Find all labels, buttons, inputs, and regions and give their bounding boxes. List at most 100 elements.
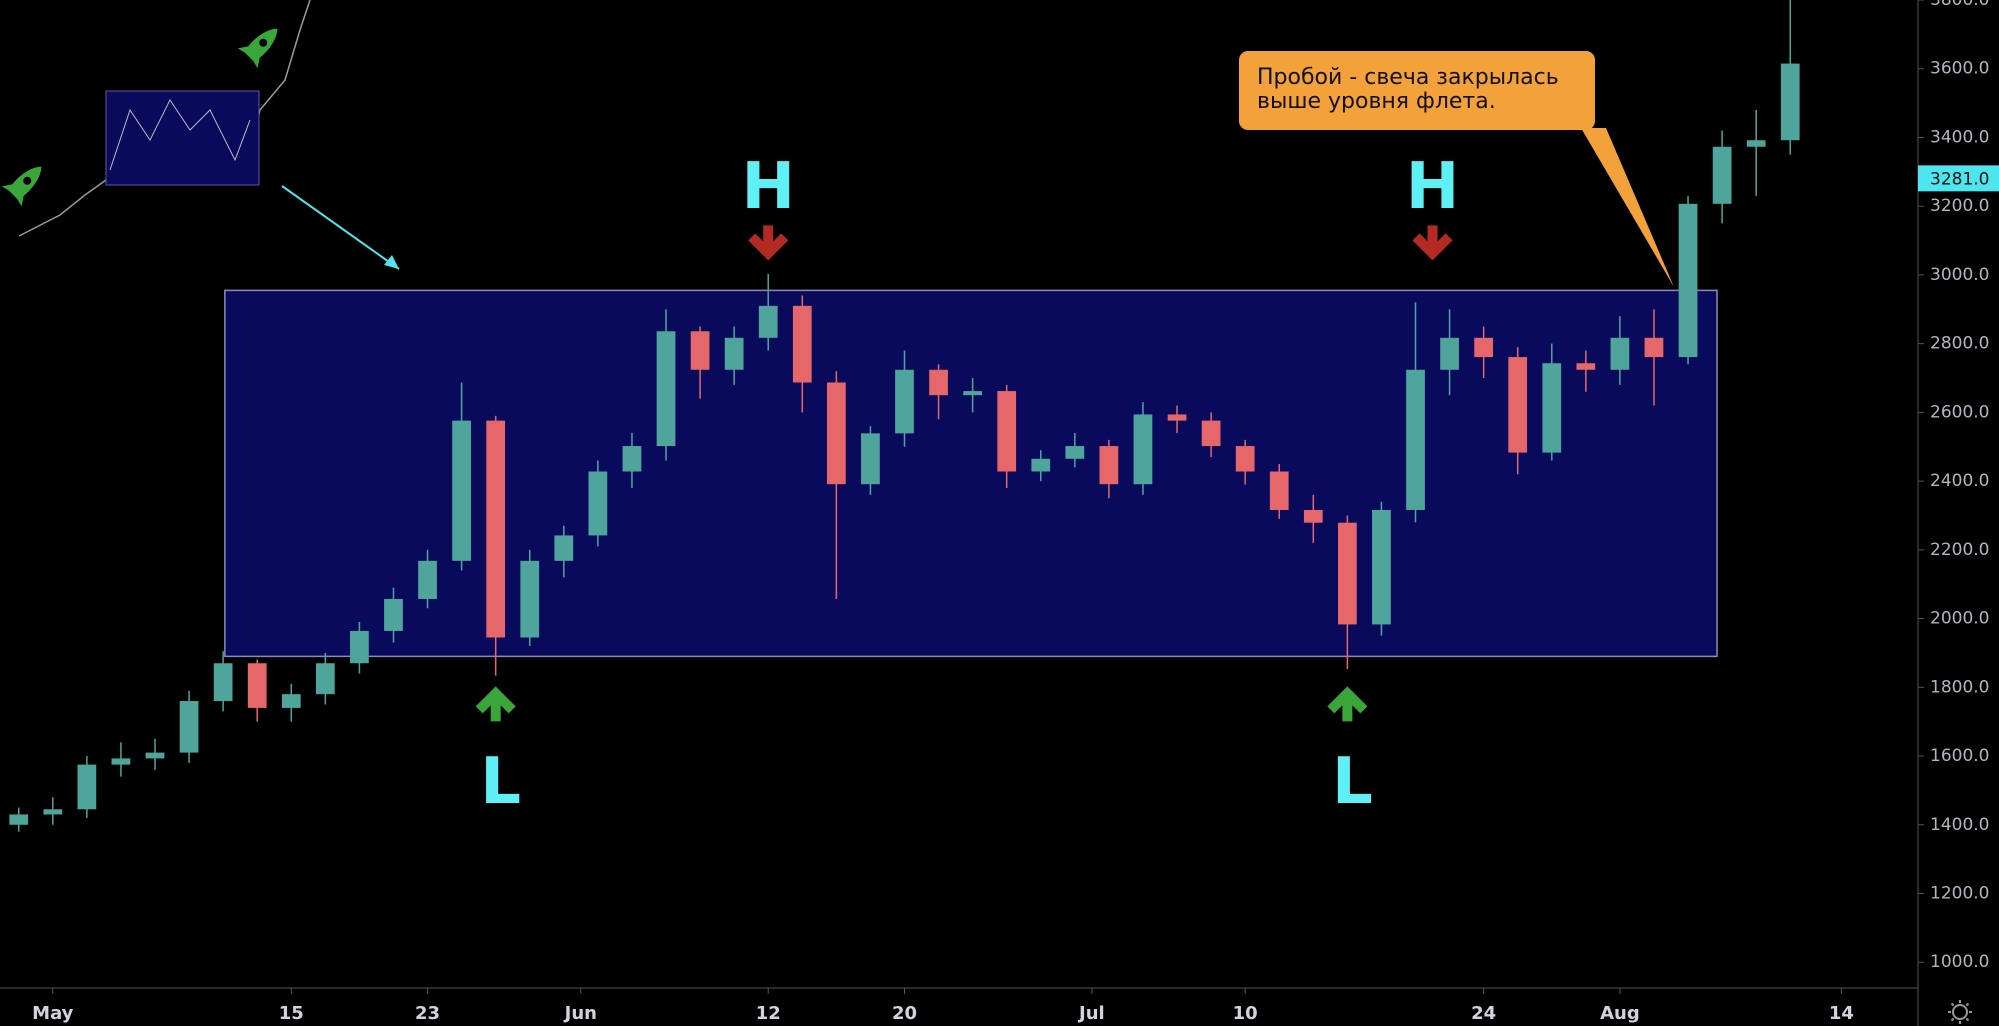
candle-body bbox=[213, 663, 233, 702]
annotation-label: L bbox=[1332, 745, 1373, 819]
callout-text: выше уровня флета. bbox=[1257, 89, 1496, 114]
candle-body bbox=[1474, 337, 1494, 358]
x-tick-label: 15 bbox=[279, 1003, 304, 1024]
candle-body bbox=[111, 758, 131, 765]
settings-icon[interactable] bbox=[1948, 1000, 1972, 1024]
y-tick-label: 3600.0 bbox=[1930, 59, 1989, 79]
y-tick-label: 1600.0 bbox=[1930, 746, 1989, 766]
y-tick-label: 2400.0 bbox=[1930, 471, 1989, 491]
candle-body bbox=[554, 535, 574, 561]
candle-body bbox=[1065, 446, 1085, 459]
callout-tail bbox=[1581, 128, 1674, 287]
rocket-icon bbox=[1, 166, 42, 207]
y-tick-label: 3000.0 bbox=[1930, 265, 1989, 285]
x-tick-label: Jun bbox=[563, 1003, 597, 1024]
inset-arrow-head bbox=[384, 255, 399, 269]
candle-body bbox=[895, 369, 914, 434]
candle-body bbox=[826, 382, 846, 485]
inset-decoration bbox=[1, 0, 400, 270]
candle-body bbox=[1440, 337, 1459, 370]
x-tick-label: Aug bbox=[1600, 1003, 1640, 1024]
inset-line bbox=[109, 99, 251, 171]
candle-body bbox=[1678, 203, 1698, 358]
y-tick-label: 1800.0 bbox=[1930, 677, 1989, 697]
candle-body bbox=[486, 420, 506, 638]
candle-body bbox=[622, 446, 642, 472]
y-tick-label: 1400.0 bbox=[1930, 815, 1989, 835]
rocket-icon bbox=[237, 28, 278, 69]
y-tick-label: 1000.0 bbox=[1930, 952, 1989, 972]
callout-box bbox=[1239, 51, 1595, 130]
candle-body bbox=[1099, 446, 1119, 485]
inset-box bbox=[105, 90, 260, 186]
x-tick-label: Jul bbox=[1077, 1003, 1105, 1024]
price-badge bbox=[1918, 165, 1999, 192]
annotation-label: L bbox=[480, 745, 521, 819]
arrow-down bbox=[748, 225, 789, 261]
candle-body bbox=[758, 305, 778, 338]
candle-body bbox=[43, 809, 63, 815]
candle-body bbox=[281, 694, 301, 708]
candle-body bbox=[1031, 458, 1051, 472]
x-tick-label: 14 bbox=[1829, 1003, 1854, 1024]
candle-body bbox=[1167, 414, 1187, 421]
candle-body bbox=[724, 337, 744, 370]
callout-text: Пробой - свеча закрылась bbox=[1257, 65, 1559, 90]
price-badge-label: 3281.0 bbox=[1930, 169, 1989, 189]
arrow-down bbox=[1412, 225, 1453, 261]
candle-body bbox=[963, 391, 982, 396]
x-tick-label: 24 bbox=[1471, 1003, 1496, 1024]
candle-body bbox=[1542, 363, 1562, 453]
candle-body bbox=[656, 331, 676, 447]
arrow-up bbox=[1327, 686, 1368, 722]
candle-body bbox=[588, 471, 608, 536]
plot-area bbox=[9, 0, 1800, 832]
candle-body bbox=[1712, 146, 1732, 204]
candle-body bbox=[145, 752, 165, 759]
x-tick-label: 20 bbox=[892, 1003, 917, 1024]
y-tick-label: 3400.0 bbox=[1930, 127, 1989, 147]
candle-body bbox=[452, 420, 471, 561]
candle-body bbox=[1303, 509, 1323, 523]
candle-body bbox=[861, 433, 880, 485]
candle-body bbox=[1372, 509, 1391, 625]
range-box bbox=[224, 289, 1718, 658]
x-tick-label: May bbox=[32, 1003, 74, 1024]
y-tick-label: 3200.0 bbox=[1930, 196, 1989, 216]
y-tick-label: 2000.0 bbox=[1930, 609, 1989, 629]
candle-body bbox=[690, 331, 710, 370]
candle-body bbox=[1406, 369, 1425, 510]
candle-body bbox=[929, 369, 948, 396]
candle-body bbox=[1610, 337, 1630, 370]
candle-body bbox=[1576, 363, 1596, 370]
candle-body bbox=[1269, 471, 1289, 510]
candle-body bbox=[1508, 357, 1528, 453]
y-tick-label: 2800.0 bbox=[1930, 334, 1989, 354]
inset-arrow bbox=[281, 185, 400, 270]
candle-body bbox=[792, 305, 812, 383]
candle-body bbox=[997, 391, 1017, 472]
x-tick-label: 10 bbox=[1233, 1003, 1258, 1024]
y-tick-label: 1200.0 bbox=[1930, 883, 1989, 903]
candle-body bbox=[418, 560, 437, 599]
y-tick-label: 2600.0 bbox=[1930, 402, 1989, 422]
callout: Пробой - свеча закрылась выше уровня фле… bbox=[1239, 51, 1674, 287]
y-tick-label: 2200.0 bbox=[1930, 540, 1989, 560]
candle-body bbox=[1235, 446, 1255, 472]
candle-body bbox=[315, 663, 335, 695]
x-tick-label: 23 bbox=[415, 1003, 440, 1024]
candle-body bbox=[9, 814, 29, 825]
candle-body bbox=[247, 663, 267, 708]
candle-body bbox=[1201, 420, 1221, 447]
candle-body bbox=[350, 630, 369, 664]
x-tick-label: 12 bbox=[756, 1003, 781, 1024]
candle-body bbox=[179, 701, 199, 753]
candle-body bbox=[1746, 140, 1766, 147]
y-tick-label: 3800.0 bbox=[1930, 0, 1989, 10]
candle-body bbox=[1338, 522, 1357, 625]
candle-body bbox=[1644, 337, 1664, 358]
candle-body bbox=[520, 560, 540, 638]
arrow-up bbox=[475, 686, 516, 722]
